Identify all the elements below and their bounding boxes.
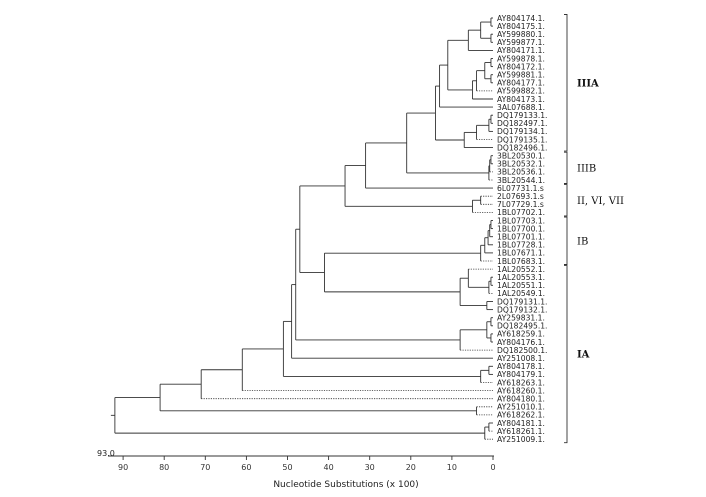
taxon-label: AY599880.1. [497,30,545,39]
tree-branches [110,17,493,440]
taxon-label: AY804176.1. [497,338,545,347]
taxon-label: AY251008.1. [497,354,545,363]
taxon-label: 3BL20544.1. [497,176,545,185]
taxon-label: 1BL07683.1. [497,257,545,266]
clade-label: IB [577,236,588,247]
x-tick-label: 80 [159,463,169,472]
taxon-label: 3BL20536.1. [497,168,545,177]
taxon-label: DQ179131.1. [497,297,547,306]
taxon-label: AY251010.1. [497,403,545,412]
x-axis: 90 80 70 60 50 40 30 20 10 0 Nucleotide Substitut… [108,455,496,490]
taxon-label: 1BL07703.1. [497,216,545,225]
taxon-label: 1BL07701.1. [497,233,545,242]
taxon-label: AY599882.1. [497,87,545,96]
taxon-label: AY804180.1. [497,395,545,404]
taxon-label: 1BL07728.1. [497,241,545,250]
x-axis-ticks: 90 80 70 60 50 40 30 20 10 0 [118,456,496,472]
clade-bracket [564,14,568,152]
taxon-label: 3BL20532.1. [497,160,545,169]
taxon-label: 6L07731.1.s [497,184,544,193]
taxon-label: AY618263.1. [497,378,545,387]
taxon-labels: AY804174.1.AY804175.1.AY599880.1.AY59987… [497,14,547,444]
x-tick-label: 0 [490,463,495,472]
taxon-label: DQ182495.1. [497,322,547,331]
taxon-label: DQ182500.1. [497,346,547,355]
taxon-label: 1BL07702.1. [497,208,545,217]
taxon-label: AY251009.1. [497,435,545,444]
taxon-label: AY804172.1. [497,62,545,71]
taxon-label: DQ182497.1. [497,119,547,128]
taxon-label: AY804178.1. [497,362,545,371]
x-tick-label: 60 [241,463,251,472]
x-tick-label: 30 [365,463,375,472]
taxon-label: 3AL07688.1. [497,103,545,112]
taxon-label: 1AL20549.1. [497,289,545,298]
clade-bracket [564,151,568,184]
taxon-label: DQ182496.1. [497,143,547,152]
taxon-label: AY259831.1. [497,314,545,323]
clade-label: IA [577,350,590,361]
x-tick-label: 20 [406,463,416,472]
taxon-label: AY804181.1. [497,419,545,428]
taxon-label: 7L07729.1.s [497,200,544,209]
taxon-label: 1AL20553.1. [497,273,545,282]
taxon-label: AY599878.1. [497,54,545,63]
root-value-label: 93.0 [97,449,115,458]
clade-label: IIIA [577,78,599,89]
taxon-label: AY804175.1. [497,22,545,31]
taxon-label: 3BL20530.1. [497,152,545,161]
x-axis-title: Nucleotide Substitutions (x 100) [273,480,418,490]
taxon-label: 1BL07700.1. [497,224,545,233]
clade-label: IIIB [577,163,596,174]
x-tick-label: 70 [200,463,210,472]
taxon-label: AY599877.1. [497,38,545,47]
taxon-label: 1BL07671.1. [497,249,545,258]
taxon-label: AY804174.1. [497,14,545,23]
taxon-label: 2L07693.1.s [497,192,544,201]
taxon-label: AY618262.1. [497,411,545,420]
taxon-label: AY618259.1. [497,330,545,339]
taxon-label: 1AL20552.1. [497,265,545,274]
taxon-label: AY804177.1. [497,79,545,88]
clade-bracket [564,216,568,265]
taxon-label: DQ179135.1. [497,135,547,144]
taxon-label: AY618260.1. [497,386,545,395]
taxon-label: 1AL20551.1. [497,281,545,290]
taxon-label: DQ179133.1. [497,111,547,120]
taxon-label: DQ179132.1. [497,305,547,314]
clade-bracket [564,184,568,217]
taxon-label: DQ179134.1. [497,127,547,136]
x-tick-label: 40 [324,463,334,472]
x-tick-label: 90 [118,463,128,472]
taxon-label: AY599881.1. [497,71,545,80]
taxon-label: AY804173.1. [497,95,545,104]
clade-label: II, VI, VII [577,196,624,207]
taxon-label: AY618261.1. [497,427,545,436]
taxon-label: AY804179.1. [497,370,545,379]
taxon-label: AY804171.1. [497,46,545,55]
clade-bracket [564,265,568,444]
clade-brackets: IIIA IIIB II, VI, VII IB IA [564,14,624,444]
x-tick-label: 10 [447,463,457,472]
x-tick-label: 50 [282,463,292,472]
